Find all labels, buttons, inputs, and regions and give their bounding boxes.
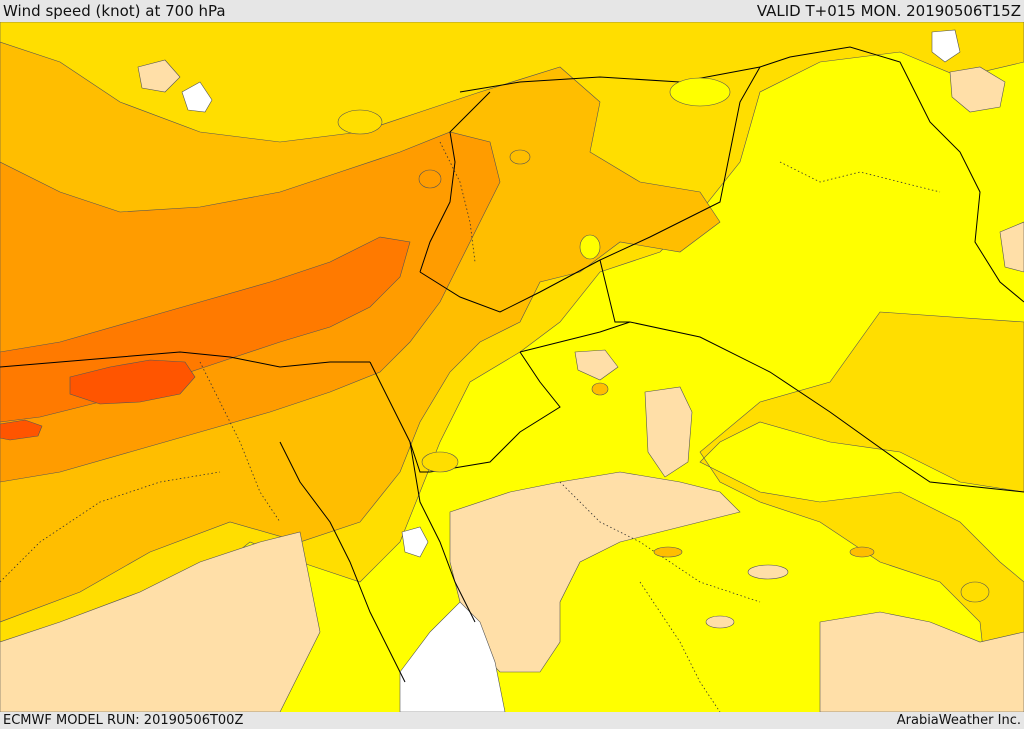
- valid-time: VALID T+015 MON. 20190506T15Z: [756, 2, 1021, 20]
- blob-gold-3: [653, 546, 683, 558]
- wind-speed-map: [0, 22, 1024, 712]
- border-syria-iraq: [699, 66, 761, 213]
- blob-amber-2: [418, 169, 442, 189]
- header-bar: Wind speed (knot) at 700 hPa VALID T+015…: [0, 0, 1024, 22]
- blob-gold-1: [337, 109, 383, 135]
- border-west-jordan: [429, 351, 561, 473]
- blob-gold-5: [960, 581, 990, 603]
- field-white-north-east: [931, 29, 961, 63]
- blob-gold-2: [591, 382, 609, 396]
- field-pale-island-3: [999, 221, 1024, 273]
- boundary-dotted-2: [0, 471, 221, 583]
- map-title: Wind speed (knot) at 700 hPa: [3, 2, 226, 20]
- blob-yellow-2: [579, 234, 601, 260]
- boundary-dotted-6: [639, 581, 721, 712]
- field-pale-southeast: [819, 611, 1024, 712]
- field-pale-southwest: [0, 531, 321, 712]
- boundary-dotted-4: [779, 161, 941, 193]
- field-gold-east: [699, 311, 1024, 712]
- contour-blobs: [337, 77, 990, 629]
- field-pale-syria-east: [644, 386, 693, 478]
- border-red-sea-east: [409, 441, 476, 623]
- blob-gold-6: [421, 451, 459, 473]
- border-iraq-east: [909, 81, 1024, 303]
- field-red-orange-west: [0, 419, 43, 441]
- credit: ArabiaWeather Inc.: [896, 713, 1021, 728]
- internal-boundaries: [0, 141, 941, 712]
- boundary-dotted-5: [439, 141, 476, 263]
- border-saudi-jordan-south: [519, 321, 631, 353]
- blob-gold-4: [849, 546, 875, 558]
- model-run: ECMWF MODEL RUN: 20190506T00Z: [3, 713, 244, 728]
- boundary-dotted-1: [199, 361, 281, 523]
- border-red-sea-west: [279, 441, 406, 683]
- border-jordan-iraq: [599, 211, 1024, 493]
- border-levant-coast: [419, 91, 491, 273]
- field-pale-northeast: [949, 66, 1006, 113]
- field-white-cyprus: [181, 81, 213, 113]
- country-borders: [0, 46, 1024, 683]
- border-egypt-coast: [0, 351, 370, 368]
- blob-amber-1: [509, 149, 531, 165]
- field-white-red-sea: [399, 601, 506, 712]
- field-pale-island-1: [574, 349, 619, 381]
- field-red-orange: [69, 359, 196, 405]
- blob-yellow-1: [669, 77, 731, 107]
- blob-pale-2: [705, 615, 735, 629]
- blob-pale-1: [747, 564, 789, 580]
- boundary-dotted-3: [559, 481, 761, 603]
- field-pale-island-2: [137, 59, 181, 93]
- border-jordan-saudi: [419, 259, 601, 313]
- field-white-nile: [401, 526, 429, 558]
- map-canvas: [0, 22, 1024, 712]
- footer-bar: ECMWF MODEL RUN: 20190506T00Z ArabiaWeat…: [0, 712, 1024, 729]
